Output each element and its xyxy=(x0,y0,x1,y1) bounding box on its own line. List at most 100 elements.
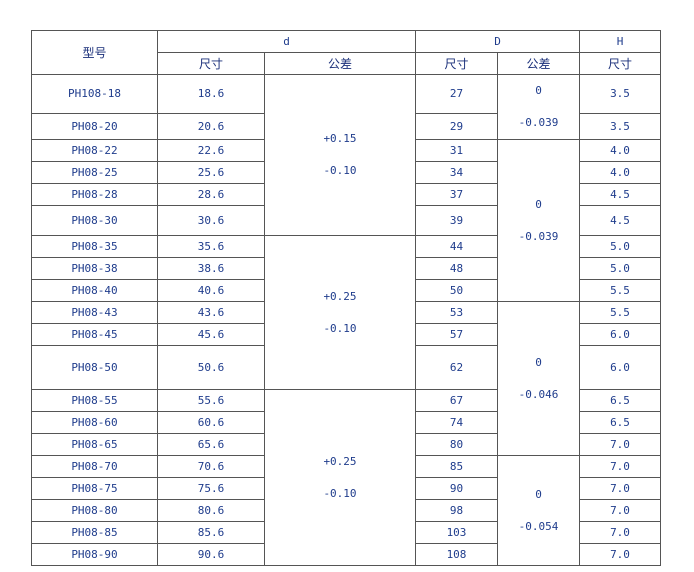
table-row: PH08-43 43.6 53 0 -0.046 5.5 xyxy=(31,301,661,456)
H-size-cell: 4.0 xyxy=(579,161,661,184)
D-size-cell: 57 xyxy=(415,323,498,346)
H-size-cell: 6.5 xyxy=(579,411,661,434)
model-cell: PH08-55 xyxy=(31,389,158,412)
D-tolerance-cell: 0 -0.039 xyxy=(497,74,580,140)
H-size-cell: 6.0 xyxy=(579,345,661,390)
d-size-cell: 90.6 xyxy=(157,543,265,566)
D-size-cell: 31 xyxy=(415,139,498,162)
d-size-cell: 22.6 xyxy=(157,139,265,162)
H-size-cell: 4.5 xyxy=(579,205,661,236)
model-cell: PH08-43 xyxy=(31,301,158,324)
d-size-cell: 55.6 xyxy=(157,389,265,412)
d-size-cell: 80.6 xyxy=(157,499,265,522)
model-cell: PH08-70 xyxy=(31,455,158,478)
H-size-cell: 5.0 xyxy=(579,257,661,280)
tolerance-lower: -0.10 xyxy=(323,321,357,335)
tolerance-upper: 0 xyxy=(535,355,542,369)
model-cell: PH08-65 xyxy=(31,433,158,456)
H-size-cell: 6.5 xyxy=(579,389,661,412)
table-row: PH08-55 55.6 +0.25 -0.10 67 6.5 xyxy=(31,389,661,566)
d-size-cell: 65.6 xyxy=(157,433,265,456)
table-row: PH08-85 85.6 103 7.0 xyxy=(31,521,661,544)
H-size-cell: 7.0 xyxy=(579,455,661,478)
header-d-size: 尺寸 xyxy=(157,52,265,75)
tolerance-upper: 0 xyxy=(535,197,542,211)
table-row: PH08-40 40.6 50 5.5 xyxy=(31,279,661,302)
d-size-cell: 38.6 xyxy=(157,257,265,280)
tolerance-lower: -0.039 xyxy=(518,116,559,129)
tolerance-lower: -0.10 xyxy=(323,486,357,500)
model-cell: PH08-35 xyxy=(31,235,158,258)
D-size-cell: 62 xyxy=(415,345,498,390)
header-model: 型号 xyxy=(31,30,158,75)
D-tolerance-cell: 0 -0.054 xyxy=(497,455,580,566)
D-size-cell: 50 xyxy=(415,279,498,302)
model-cell: PH08-38 xyxy=(31,257,158,280)
model-cell: PH08-75 xyxy=(31,477,158,500)
H-size-cell: 7.0 xyxy=(579,543,661,566)
H-size-cell: 3.5 xyxy=(579,74,661,114)
d-tolerance-cell: +0.15 -0.10 xyxy=(264,74,416,236)
D-size-cell: 37 xyxy=(415,183,498,206)
model-cell: PH08-25 xyxy=(31,161,158,184)
H-size-cell: 5.5 xyxy=(579,279,661,302)
D-size-cell: 108 xyxy=(415,543,498,566)
header-d-tolerance: 公差 xyxy=(264,52,416,75)
d-size-cell: 20.6 xyxy=(157,112,265,141)
D-size-cell: 48 xyxy=(415,257,498,280)
d-size-cell: 85.6 xyxy=(157,521,265,544)
tolerance-upper: 0 xyxy=(535,84,542,97)
D-size-cell: 44 xyxy=(415,235,498,258)
header-H: H xyxy=(579,30,661,53)
table-row: PH08-70 70.6 85 0 -0.054 7.0 xyxy=(31,455,661,566)
header-d: d xyxy=(157,30,416,53)
d-size-cell: 18.6 xyxy=(157,74,265,114)
D-size-cell: 90 xyxy=(415,477,498,500)
model-cell: PH08-40 xyxy=(31,279,158,302)
H-size-cell: 5.5 xyxy=(579,301,661,324)
d-size-cell: 70.6 xyxy=(157,455,265,478)
D-size-cell: 74 xyxy=(415,411,498,434)
d-size-cell: 30.6 xyxy=(157,205,265,236)
model-cell: PH108-18 xyxy=(31,74,158,114)
tolerance-upper: 0 xyxy=(535,487,542,501)
header-H-size: 尺寸 xyxy=(579,52,661,75)
D-size-cell: 39 xyxy=(415,205,498,236)
d-size-cell: 43.6 xyxy=(157,301,265,324)
model-cell: PH08-60 xyxy=(31,411,158,434)
model-cell: PH08-90 xyxy=(31,543,158,566)
H-size-cell: 4.0 xyxy=(579,139,661,162)
D-size-cell: 80 xyxy=(415,433,498,456)
d-size-cell: 28.6 xyxy=(157,183,265,206)
D-size-cell: 85 xyxy=(415,455,498,478)
table-row: PH08-75 75.6 90 7.0 xyxy=(31,477,661,500)
table-row: PH08-90 90.6 108 7.0 xyxy=(31,543,661,566)
header-D-size: 尺寸 xyxy=(415,52,498,75)
model-cell: PH08-45 xyxy=(31,323,158,346)
tolerance-upper: +0.15 xyxy=(323,132,357,145)
D-size-cell: 27 xyxy=(415,74,498,114)
model-cell: PH08-80 xyxy=(31,499,158,522)
tolerance-upper: +0.25 xyxy=(323,289,357,303)
tolerance-lower: -0.046 xyxy=(518,387,559,401)
H-size-cell: 4.5 xyxy=(579,183,661,206)
d-size-cell: 50.6 xyxy=(157,345,265,390)
table-row: PH08-28 28.6 37 4.5 xyxy=(31,183,661,206)
H-size-cell: 5.0 xyxy=(579,235,661,258)
d-tolerance-cell: +0.25 -0.10 xyxy=(264,389,416,566)
header-D-tolerance: 公差 xyxy=(497,52,580,75)
d-size-cell: 35.6 xyxy=(157,235,265,258)
D-size-cell: 29 xyxy=(415,112,498,141)
D-tolerance-cell: 0 -0.046 xyxy=(497,301,580,456)
D-size-cell: 103 xyxy=(415,521,498,544)
model-cell: PH08-30 xyxy=(31,205,158,236)
H-size-cell: 7.0 xyxy=(579,433,661,456)
tolerance-lower: -0.054 xyxy=(518,519,559,533)
H-size-cell: 6.0 xyxy=(579,323,661,346)
D-size-cell: 34 xyxy=(415,161,498,184)
header-D: D xyxy=(415,30,580,53)
table-row: PH08-30 30.6 39 4.5 xyxy=(31,205,661,236)
d-size-cell: 60.6 xyxy=(157,411,265,434)
D-size-cell: 53 xyxy=(415,301,498,324)
D-size-cell: 67 xyxy=(415,389,498,412)
